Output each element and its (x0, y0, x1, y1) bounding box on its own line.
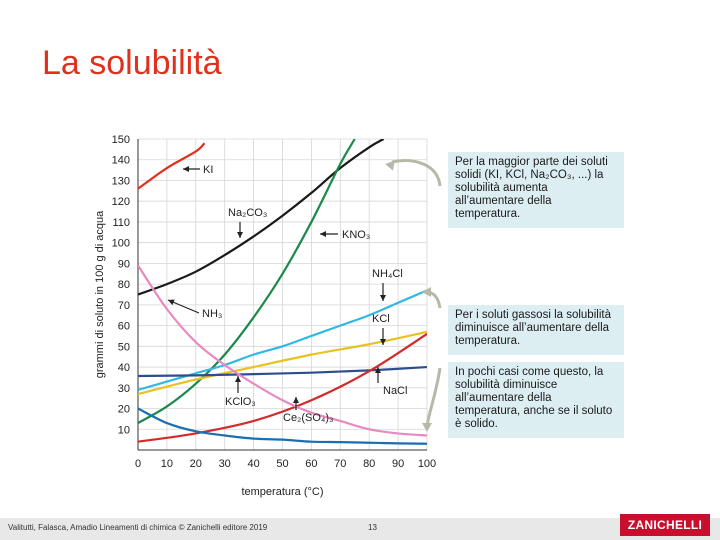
label-arrow-head (293, 397, 299, 403)
publisher-logo: ZANICHELLI (620, 514, 710, 536)
curve-label: NH₄Cl (372, 268, 403, 280)
label-arrow-head (380, 295, 386, 301)
x-tick-label: 80 (363, 458, 375, 470)
label-arrow-head (183, 166, 189, 172)
y-tick-label: 100 (112, 238, 130, 250)
x-tick-label: 40 (247, 458, 259, 470)
label-arrow-head (168, 299, 175, 306)
label-arrow-head (380, 339, 386, 345)
curve-label: Na₂CO₃ (228, 207, 267, 219)
y-tick-label: 10 (118, 424, 130, 436)
callout-arrow-solids (391, 159, 442, 187)
callout-arrow-exception (425, 367, 442, 428)
x-tick-label: 10 (161, 458, 173, 470)
y-tick-label: 150 (112, 134, 130, 146)
callout-gases: Per i soluti gassosi la solubilità dimin… (448, 305, 624, 355)
series-line-nh3 (138, 264, 427, 437)
y-tick-label: 140 (112, 155, 130, 167)
y-tick-label: 120 (112, 196, 130, 208)
footer-credit: Valitutti, Falasca, Amadio Lineamenti di… (8, 523, 268, 532)
curve-label: NaCl (383, 385, 407, 397)
x-tick-label: 50 (276, 458, 288, 470)
x-tick-label: 30 (219, 458, 231, 470)
footer-bar: Valitutti, Falasca, Amadio Lineamenti di… (0, 514, 720, 540)
x-tick-label: 90 (392, 458, 404, 470)
y-tick-label: 130 (112, 175, 130, 187)
y-tick-label: 70 (118, 300, 130, 312)
curve-label: KClO₃ (225, 396, 256, 408)
curve-label: Ce₂(SO₄)₃ (283, 412, 334, 424)
page-number: 13 (368, 523, 377, 532)
x-tick-label: 20 (190, 458, 202, 470)
x-tick-label: 100 (418, 458, 436, 470)
series-line-kclo3 (138, 332, 427, 443)
callout-arrow-solids-head (385, 160, 395, 171)
y-tick-label: 60 (118, 321, 130, 333)
series-line-ce2-so4-3 (138, 407, 427, 445)
curve-label: NH₃ (202, 308, 222, 320)
y-axis-label: grammi di soluto in 100 g di acqua (94, 210, 106, 378)
solubility-chart: 0 10 20 30 40 50 60 70 80 90 100 10 20 30 40 50 60 70 80 90… (94, 134, 442, 498)
label-arrow-head (375, 367, 381, 373)
y-tick-label: 30 (118, 383, 130, 395)
label-arrow-head (235, 376, 241, 382)
y-tick-label: 110 (112, 217, 130, 229)
x-axis-label: temperatura (°C) (241, 486, 323, 498)
series-line-nacl (138, 365, 427, 378)
curve-label: KI (203, 164, 213, 176)
label-arrow-head (320, 231, 326, 237)
y-tick-label: 80 (118, 279, 130, 291)
y-tick-label: 90 (118, 258, 130, 270)
y-tick-label: 50 (118, 341, 130, 353)
x-tick-label: 60 (305, 458, 317, 470)
series-line-na2co3 (138, 139, 385, 296)
callout-arrow-exception-head (422, 423, 432, 432)
callout-arrow-gases-head (422, 287, 431, 297)
y-tick-label: 40 (118, 362, 130, 374)
x-tick-label: 70 (334, 458, 346, 470)
y-tick-label: 20 (118, 404, 130, 416)
series-line-ki (138, 142, 206, 190)
slide-title: La solubilità (42, 44, 222, 82)
curve-label: KCl (372, 313, 390, 325)
x-tick-label: 0 (135, 458, 141, 470)
callout-solids: Per la maggior parte dei soluti solidi (… (448, 152, 624, 228)
series-line-kno3 (138, 139, 356, 425)
callout-exception: In pochi casi come questo, la solubilità… (448, 362, 624, 438)
label-arrow-head (237, 232, 243, 238)
curve-label: KNO₃ (342, 229, 370, 241)
series-line-kcl (138, 330, 427, 396)
